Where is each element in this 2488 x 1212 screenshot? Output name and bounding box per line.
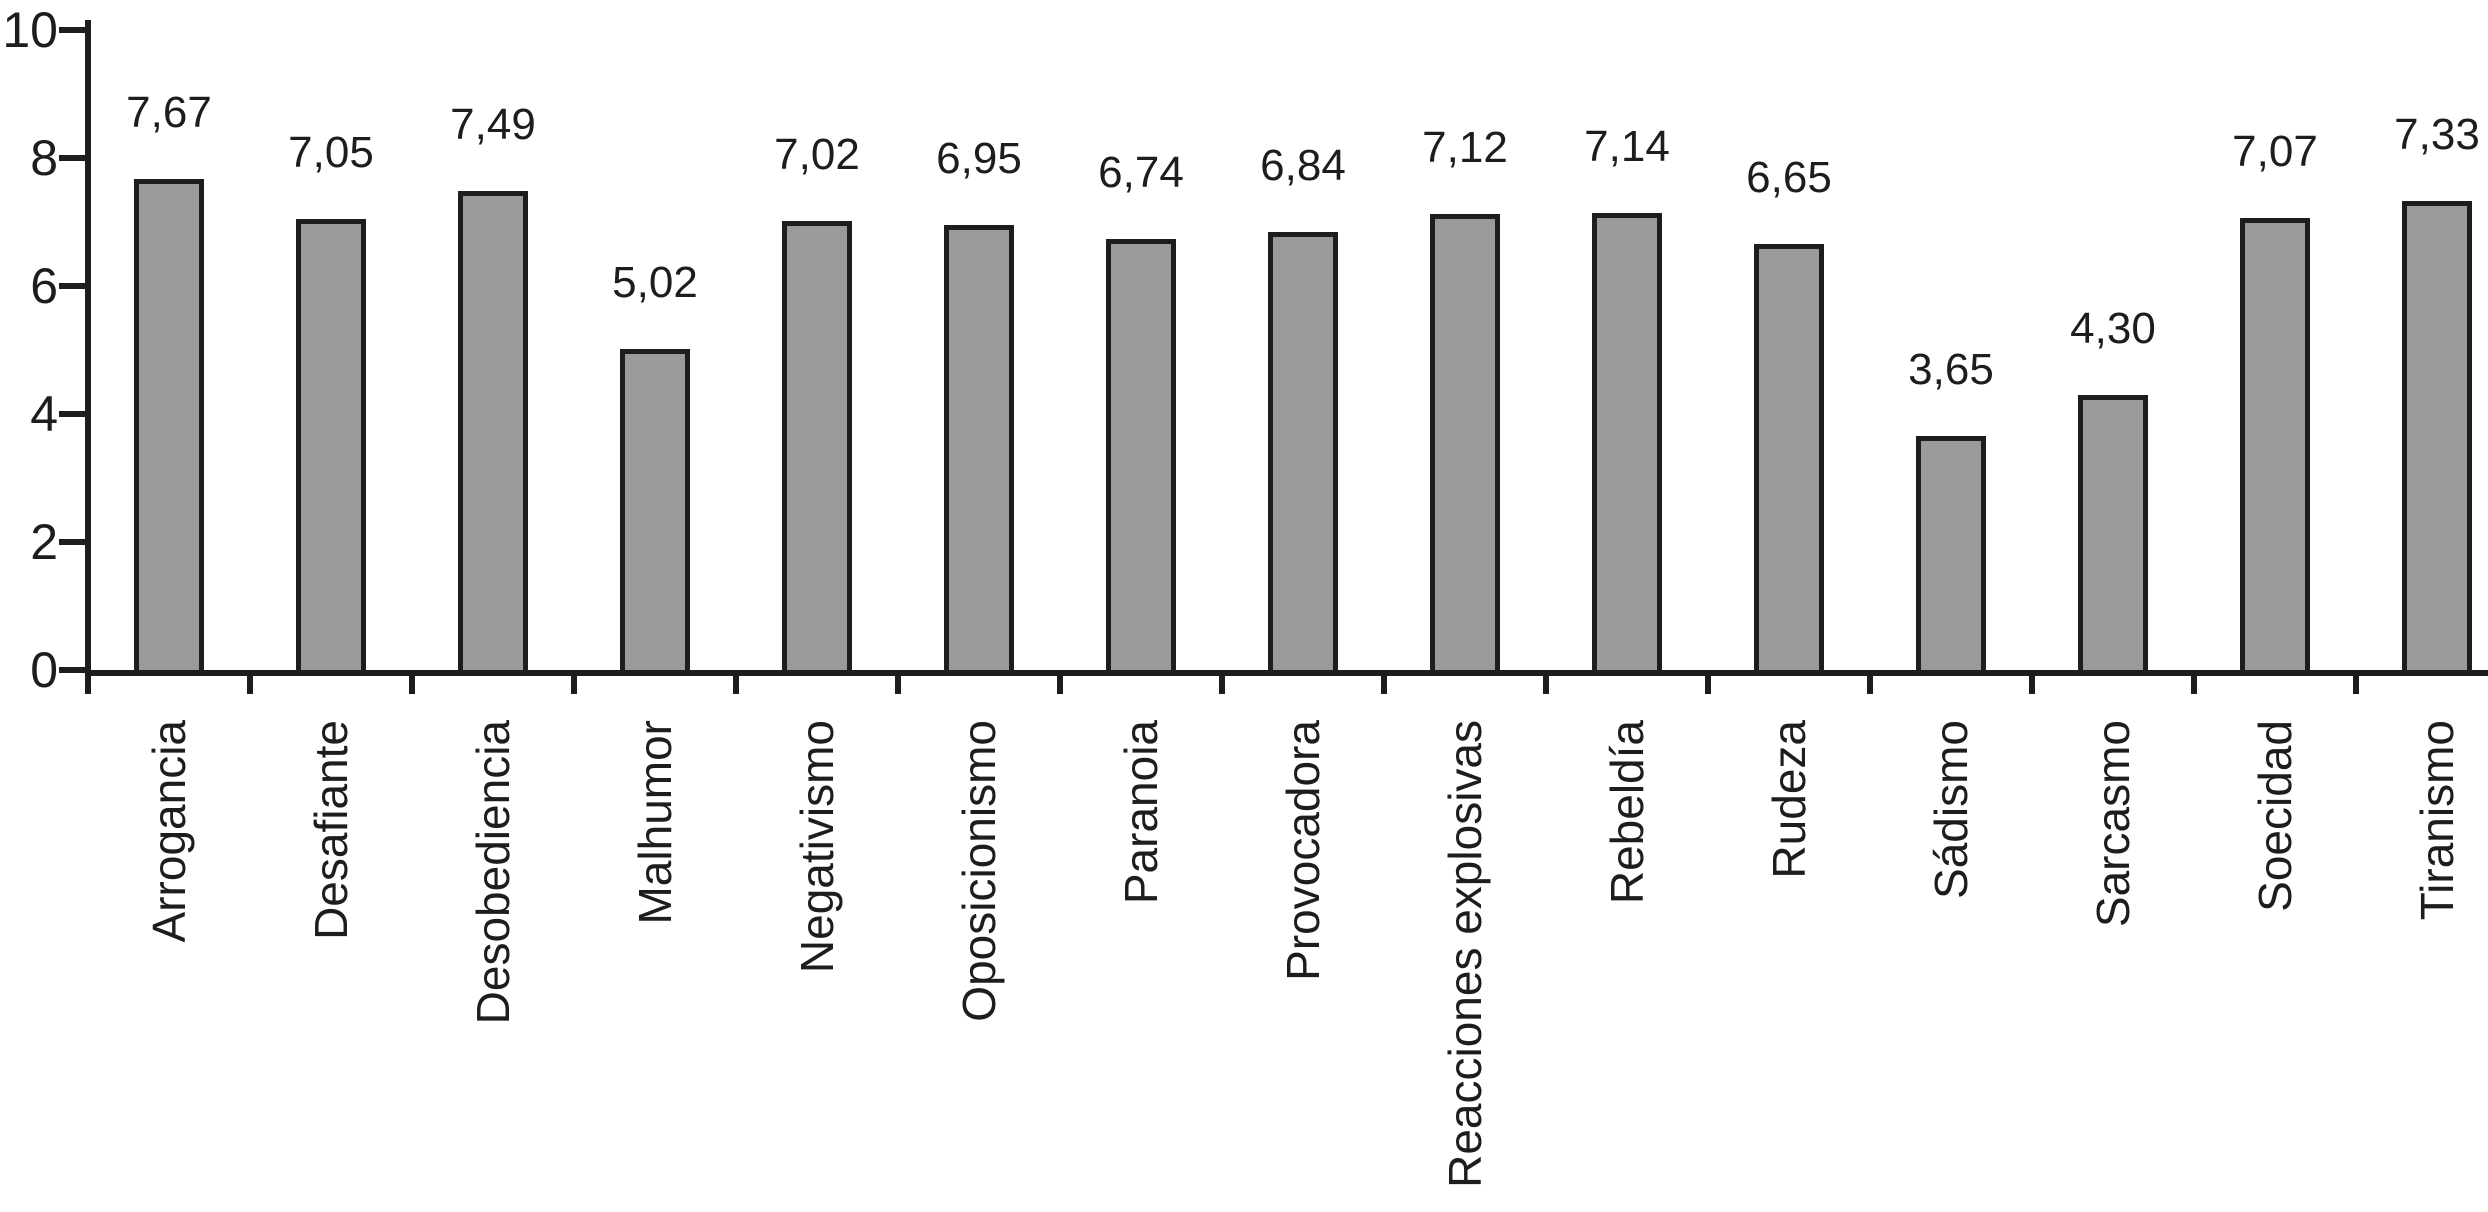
bar — [2078, 395, 2148, 670]
bar — [944, 225, 1014, 670]
x-axis-tick — [2191, 670, 2197, 694]
x-axis-tick — [1219, 670, 1225, 694]
category-label: Desobediencia — [467, 720, 519, 1025]
bar — [458, 191, 528, 670]
y-axis-tick — [59, 411, 85, 417]
y-tick-label: 8 — [30, 130, 58, 186]
y-axis-tick — [59, 155, 85, 161]
y-tick-label: 6 — [30, 258, 58, 314]
y-tick-label: 4 — [30, 386, 58, 442]
bar — [296, 219, 366, 670]
x-axis-tick — [2029, 670, 2035, 694]
x-axis-tick — [85, 670, 91, 694]
bar-value-label: 7,14 — [1584, 122, 1670, 171]
bar — [1592, 213, 1662, 670]
category-label: Rudeza — [1763, 720, 1815, 879]
bar — [1430, 214, 1500, 670]
bar-value-label: 5,02 — [612, 258, 698, 307]
category-label: Rebeldía — [1601, 720, 1653, 905]
bar-value-label: 7,67 — [126, 88, 212, 137]
bar — [2240, 218, 2310, 670]
category-label: Provocadora — [1277, 720, 1329, 981]
bar — [1754, 244, 1824, 670]
bar — [134, 179, 204, 670]
bar-value-label: 6,65 — [1746, 153, 1832, 202]
category-label: Sádismo — [1925, 720, 1977, 899]
y-axis-tick — [59, 283, 85, 289]
bar — [2402, 201, 2472, 670]
y-axis-tick — [59, 27, 85, 33]
category-label: Tiranismo — [2411, 720, 2463, 921]
y-tick-label: 2 — [30, 514, 58, 570]
x-axis-tick — [895, 670, 901, 694]
bar-value-label: 7,02 — [774, 130, 860, 179]
x-axis-line — [85, 670, 2488, 676]
bar-value-label: 7,49 — [450, 100, 536, 149]
category-label: Desafiante — [305, 720, 357, 940]
x-axis-tick — [1381, 670, 1387, 694]
bar-value-label: 7,33 — [2394, 110, 2480, 159]
category-label: Reacciones explosivas — [1439, 720, 1491, 1188]
category-label: Soecidad — [2249, 720, 2301, 912]
bar-value-label: 6,84 — [1260, 141, 1346, 190]
bar-value-label: 6,95 — [936, 134, 1022, 183]
x-axis-tick — [733, 670, 739, 694]
y-tick-label: 0 — [30, 642, 58, 698]
bar — [1106, 239, 1176, 670]
x-axis-tick — [1867, 670, 1873, 694]
bar-value-label: 3,65 — [1908, 345, 1994, 394]
category-label: Sarcasmo — [2087, 720, 2139, 928]
category-label: Oposicionismo — [953, 720, 1005, 1022]
y-axis-tick — [59, 667, 85, 673]
x-axis-tick — [1543, 670, 1549, 694]
bar — [782, 221, 852, 670]
bar — [1268, 232, 1338, 670]
x-axis-tick — [409, 670, 415, 694]
x-axis-tick — [1057, 670, 1063, 694]
bar-value-label: 6,74 — [1098, 148, 1184, 197]
bar — [1916, 436, 1986, 670]
y-axis-line — [85, 20, 91, 676]
category-label: Malhumor — [629, 720, 681, 925]
bar — [620, 349, 690, 670]
bar-value-label: 4,30 — [2070, 304, 2156, 353]
y-tick-label: 10 — [2, 2, 58, 58]
y-axis-tick — [59, 539, 85, 545]
x-axis-tick — [1705, 670, 1711, 694]
x-axis-tick — [2353, 670, 2359, 694]
category-label: Arrogancia — [143, 720, 195, 943]
x-axis-tick — [247, 670, 253, 694]
x-axis-tick — [571, 670, 577, 694]
bar-value-label: 7,07 — [2232, 127, 2318, 176]
category-label: Paranoia — [1115, 720, 1167, 905]
bar-value-label: 7,12 — [1422, 123, 1508, 172]
category-label: Negativismo — [791, 720, 843, 974]
bar-value-label: 7,05 — [288, 128, 374, 177]
